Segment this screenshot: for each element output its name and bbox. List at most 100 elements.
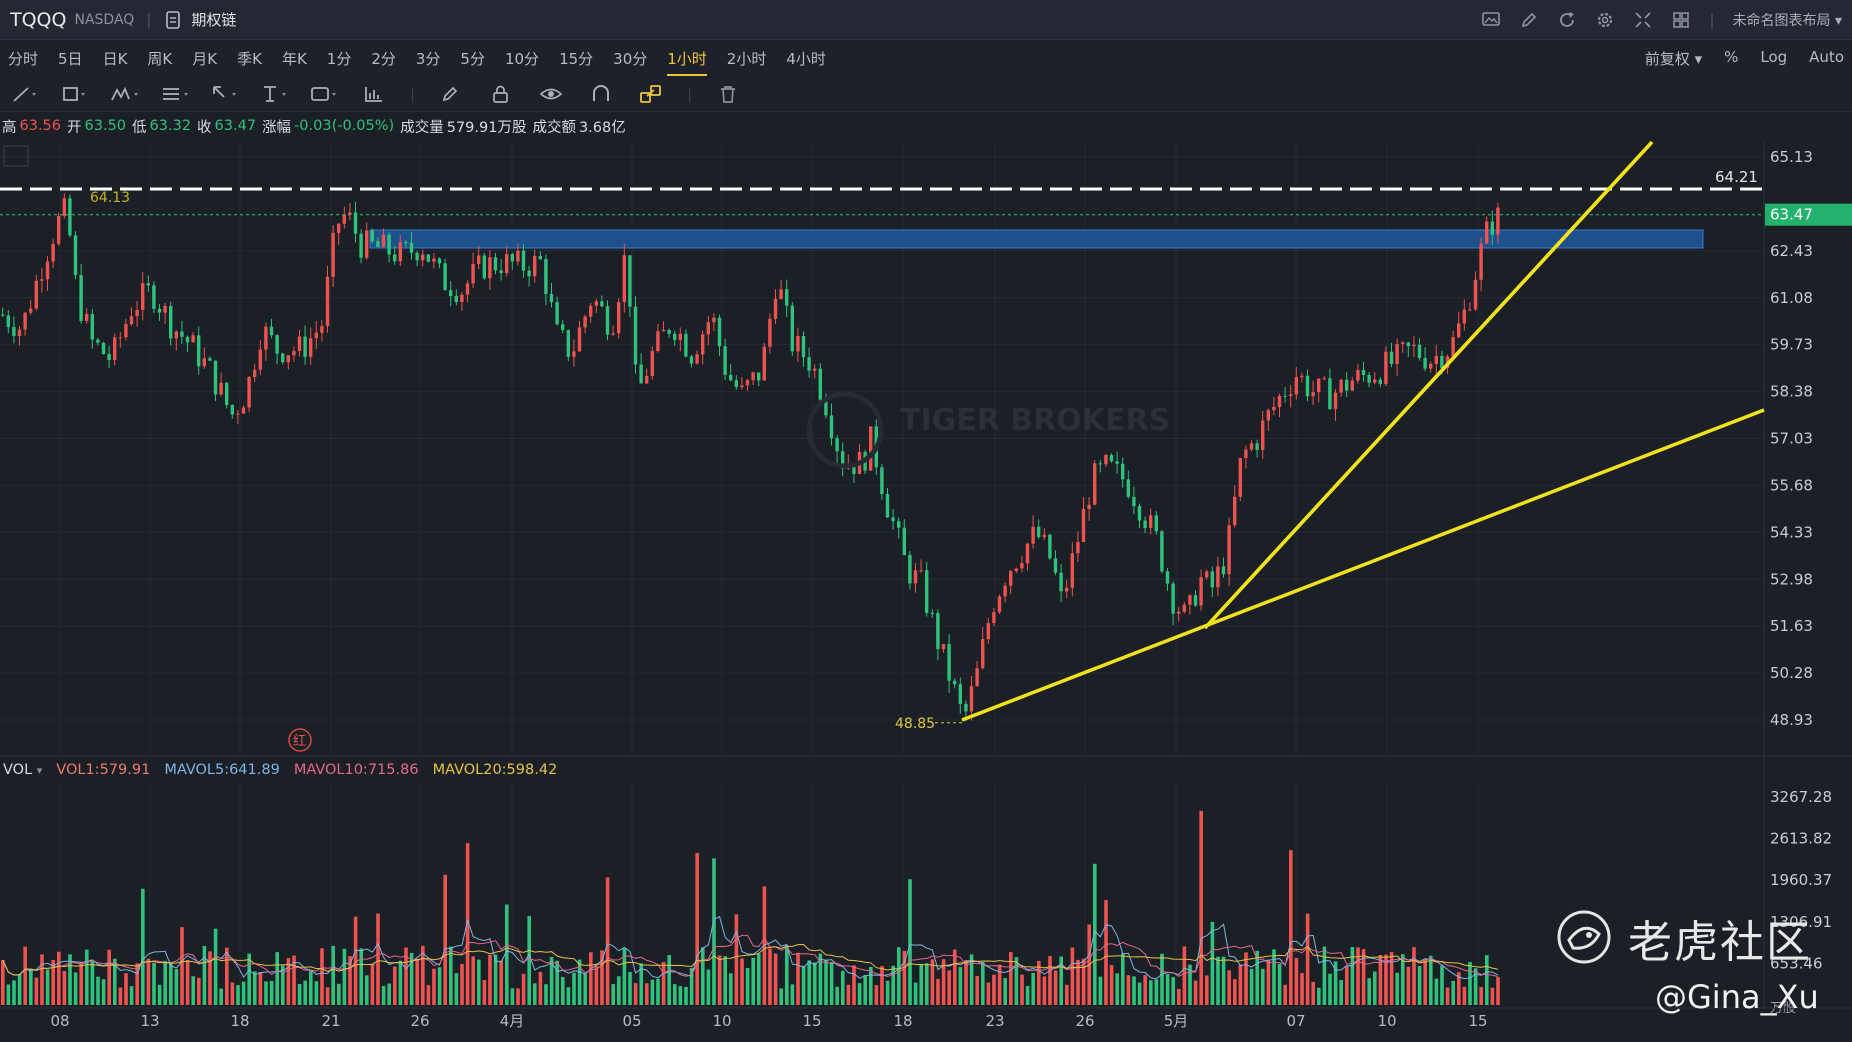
adjust-dropdown[interactable]: 前复权 ▾: [1644, 49, 1703, 68]
rectangle-tool-icon[interactable]: [60, 82, 88, 106]
volume-bar: [667, 955, 671, 1005]
mavol10-line: [2, 934, 1499, 978]
change-label: 涨幅: [262, 119, 292, 136]
period-tab[interactable]: 4小时: [786, 49, 826, 68]
candle-body: [258, 349, 262, 370]
options-chain-link[interactable]: 期权链: [191, 11, 237, 29]
price-tick-label: 62.43: [1770, 242, 1813, 260]
period-tab[interactable]: 10分: [504, 49, 540, 68]
period-tab[interactable]: 5日: [58, 49, 83, 68]
symbol[interactable]: TQQQ: [10, 8, 67, 31]
period-tab[interactable]: 5分: [460, 49, 485, 68]
candle-body: [1199, 577, 1203, 606]
x-axis-label: 23: [985, 1012, 1004, 1030]
candle-body: [85, 314, 89, 321]
volume-bar: [1429, 955, 1433, 1005]
volume-bar: [1485, 955, 1489, 1005]
period-tab[interactable]: 季K: [237, 49, 262, 68]
volume-bar: [1401, 954, 1405, 1005]
volume-bar: [684, 986, 688, 1005]
period-tab[interactable]: 月K: [192, 49, 218, 68]
period-tab[interactable]: 日K: [102, 49, 128, 68]
period-tab[interactable]: 周K: [147, 49, 173, 68]
settings-gear-icon[interactable]: [1595, 10, 1615, 30]
volume-bar: [1177, 988, 1181, 1005]
period-tab[interactable]: 30分: [613, 49, 648, 68]
volume-bar: [1294, 958, 1299, 1005]
candle-body: [197, 335, 201, 367]
volume-bar: [521, 973, 526, 1005]
period-tab[interactable]: 15分: [559, 49, 594, 68]
volume-bar: [1345, 966, 1349, 1005]
community-watermark: 老虎社区: [1628, 917, 1812, 968]
refresh-icon[interactable]: [1557, 10, 1577, 30]
candle-body: [477, 255, 481, 265]
volume-bar: [1434, 978, 1439, 1005]
layout-selector[interactable]: 未命名图表布局 ▾: [1732, 12, 1842, 29]
price-tick-label: 59.73: [1770, 336, 1813, 354]
fullscreen-icon[interactable]: [1633, 10, 1653, 30]
candle-body: [818, 368, 822, 400]
percent-toggle[interactable]: %: [1724, 47, 1739, 66]
period-tab[interactable]: 3分: [415, 49, 441, 68]
volume-bar: [768, 948, 772, 1005]
candle-body: [129, 316, 134, 325]
volume-bar: [1361, 949, 1366, 1005]
volume-bar: [191, 976, 195, 1005]
volume-bar: [460, 963, 464, 1005]
volume-bar: [286, 957, 291, 1005]
candle-body: [365, 230, 369, 258]
candle-body: [1373, 379, 1377, 383]
volume-bar: [841, 970, 845, 1005]
volume-bar: [919, 964, 923, 1005]
period-tab[interactable]: 1分: [326, 49, 352, 68]
period-tab[interactable]: 分时: [8, 49, 39, 68]
candle-body: [852, 464, 856, 474]
cursor-arrow-icon[interactable]: [210, 82, 238, 106]
candle-body: [1059, 572, 1063, 592]
mavol20-value: MAVOL20:598.42: [432, 762, 558, 778]
annotation-icon[interactable]: [310, 82, 338, 106]
volume-bar: [297, 984, 302, 1005]
period-tab[interactable]: 2小时: [726, 49, 767, 68]
period-tab[interactable]: 1小时: [667, 42, 707, 77]
pencil-icon[interactable]: [437, 82, 465, 106]
candle-body: [1395, 344, 1399, 364]
low-value: 63.32: [149, 118, 192, 134]
trendline-tool-icon[interactable]: [10, 82, 38, 106]
volume-bar: [241, 981, 246, 1005]
volume-bar: [157, 984, 162, 1005]
lock-icon[interactable]: [487, 82, 515, 106]
volume-bar: [477, 959, 481, 1005]
volume-bar: [1255, 950, 1259, 1005]
volume-bar: [605, 877, 610, 1005]
candle-body: [572, 351, 576, 357]
trash-icon[interactable]: [714, 82, 742, 106]
volume-bar: [1283, 984, 1287, 1005]
eye-icon[interactable]: [537, 82, 565, 106]
candle-body: [757, 372, 761, 381]
magnet-icon[interactable]: [587, 82, 615, 106]
volume-bar: [981, 961, 985, 1005]
volume-bar: [740, 958, 744, 1005]
volume-title[interactable]: VOL ▾: [3, 762, 43, 778]
text-cursor-icon[interactable]: [260, 82, 288, 106]
measure-icon[interactable]: [360, 82, 388, 106]
edit-icon[interactable]: [1519, 10, 1539, 30]
period-tab[interactable]: 2分: [371, 49, 396, 68]
candle-body: [824, 399, 828, 416]
image-icon[interactable]: [1481, 10, 1501, 30]
candle-body: [202, 358, 206, 367]
candle-body: [745, 380, 750, 386]
volume-bar: [1025, 986, 1030, 1005]
fibonacci-tool-icon[interactable]: [160, 82, 188, 106]
volume-bar: [185, 960, 190, 1005]
auto-toggle[interactable]: Auto: [1809, 47, 1844, 66]
link-icon[interactable]: [637, 82, 665, 106]
period-tab[interactable]: 年K: [281, 49, 307, 68]
pattern-tool-icon[interactable]: [110, 82, 138, 106]
candle-body: [51, 243, 55, 262]
log-toggle[interactable]: Log: [1760, 47, 1788, 66]
grid-layout-icon[interactable]: [1671, 10, 1691, 30]
